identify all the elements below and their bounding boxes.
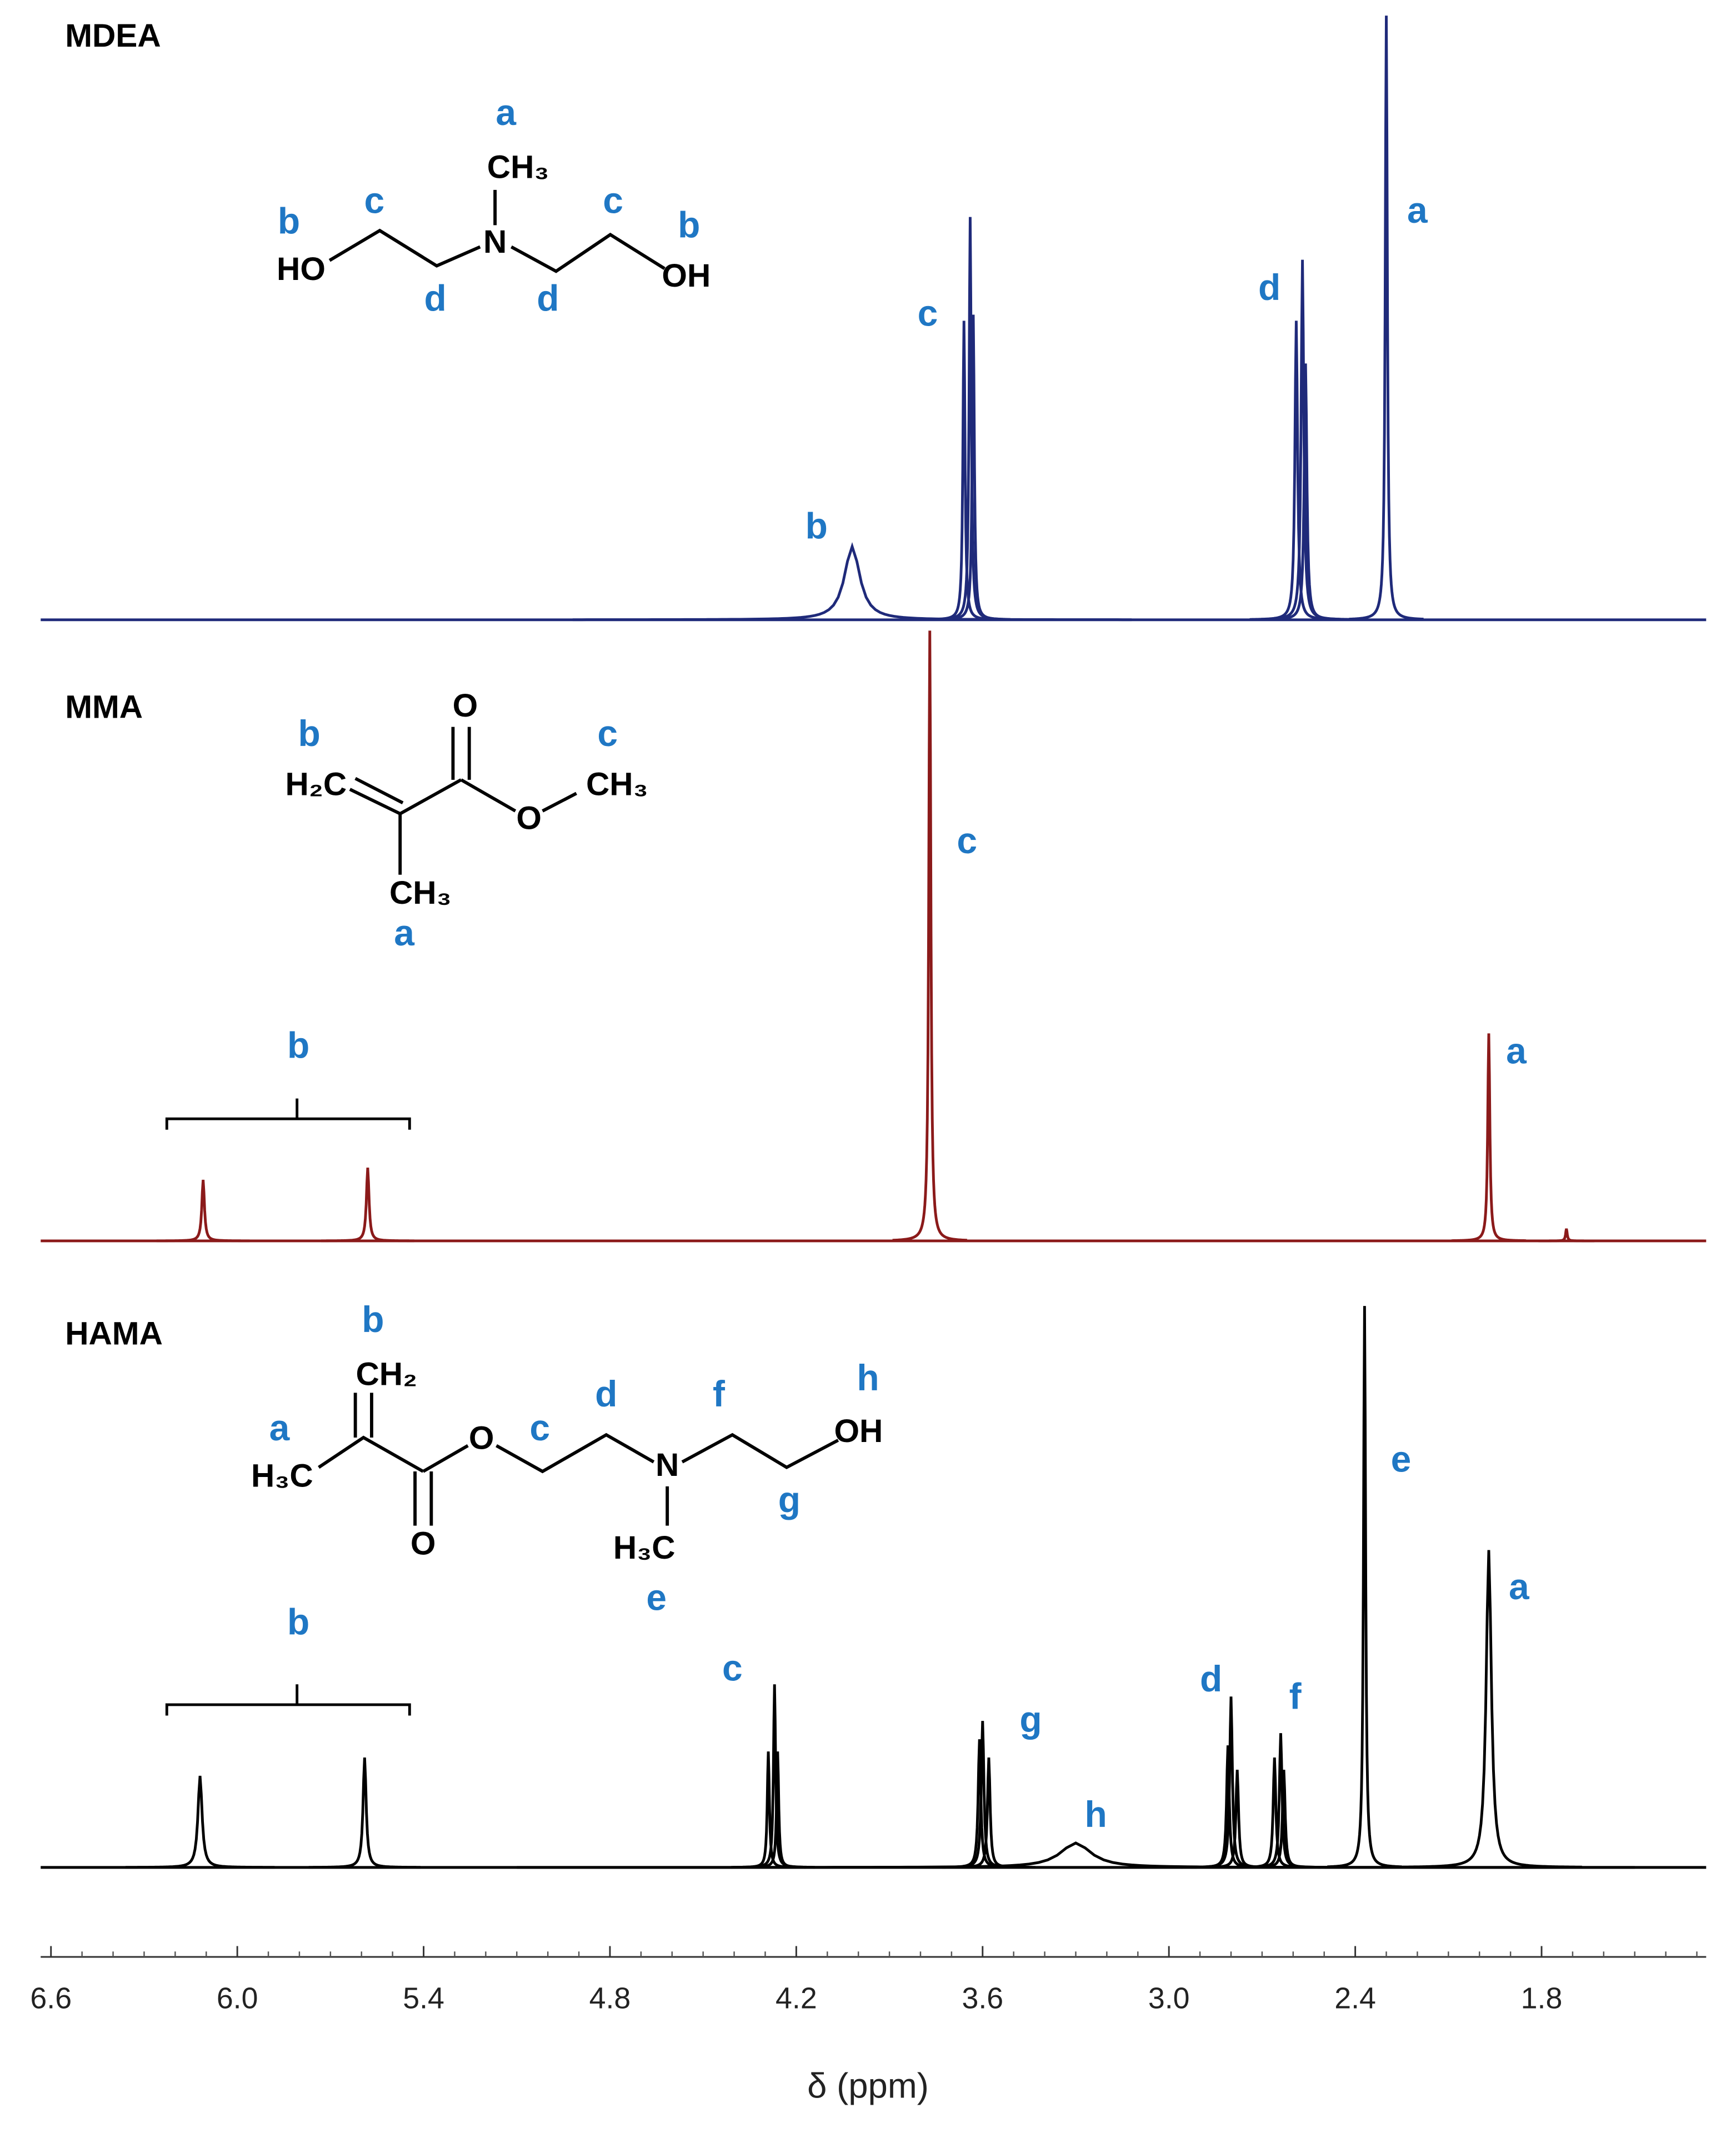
peak-label: b (806, 505, 828, 547)
peak-label: c (918, 292, 938, 333)
structure-label: b (362, 1299, 384, 1340)
peak (1259, 363, 1353, 621)
peak-label: a (1509, 1566, 1530, 1607)
peak-label: g (1019, 1699, 1042, 1740)
peak (1451, 1033, 1527, 1242)
peak (731, 1751, 806, 1869)
structure-label: d (595, 1373, 617, 1414)
structure-label: a (496, 92, 517, 133)
x-tick-label: 5.4 (403, 1981, 444, 2015)
structure-label: a (269, 1407, 291, 1448)
atom: N (656, 1447, 679, 1483)
peak (1395, 1550, 1582, 1869)
peak (1327, 1306, 1402, 1869)
x-tick-label: 6.0 (217, 1981, 258, 2015)
peak (1538, 1228, 1595, 1243)
peak (892, 630, 967, 1242)
atom: H₂C (286, 767, 347, 803)
peak (1349, 16, 1424, 621)
x-tick-label: 3.6 (962, 1981, 1003, 2015)
atom: H₃C (251, 1458, 313, 1494)
peak-label: a (1407, 189, 1428, 231)
peak-label: a (1506, 1030, 1527, 1071)
structure-label: e (646, 1576, 667, 1618)
structure-label: c (529, 1407, 550, 1448)
peak-label: f (1289, 1676, 1302, 1717)
peak (935, 314, 1011, 621)
peak (1249, 321, 1343, 621)
spectrum-title: MMA (65, 689, 143, 725)
atom: O (516, 800, 542, 837)
bracket (165, 1684, 411, 1716)
structure-label: g (778, 1479, 801, 1520)
peak-label: c (957, 820, 977, 861)
peak (156, 1179, 250, 1243)
structure-label: f (713, 1373, 726, 1414)
mdea-bonds (328, 189, 666, 273)
peak (125, 1775, 275, 1869)
structure-label: h (857, 1357, 879, 1398)
hama-bonds (318, 1393, 839, 1526)
spectrum-title: HAMA (65, 1315, 163, 1351)
x-axis-label: δ (ppm) (807, 2067, 929, 2106)
x-tick-label: 1.8 (1521, 1981, 1563, 2015)
atom: OH (662, 258, 711, 294)
peak (942, 1758, 1035, 1869)
spectrum-title: MDEA (65, 18, 161, 54)
peak-label: d (1258, 267, 1280, 308)
mma-bonds (349, 727, 577, 875)
atom: O (469, 1420, 494, 1456)
structures (165, 189, 839, 1716)
x-tick-label: 2.4 (1334, 1981, 1376, 2015)
peak (517, 1841, 1635, 1869)
structure-label: d (537, 277, 559, 318)
atom: CH₃ (586, 767, 648, 803)
x-tick-label: 3.0 (1148, 1981, 1190, 2015)
peak-label: d (1200, 1658, 1222, 1699)
structure-label: b (298, 713, 321, 754)
atom: H₃C (613, 1530, 676, 1566)
structure-label: d (424, 277, 447, 318)
structure-label: c (597, 713, 618, 754)
structure-label: c (364, 180, 385, 221)
structure-label: c (603, 180, 623, 221)
atom: CH₂ (356, 1356, 417, 1393)
peak (927, 321, 1002, 621)
peak (321, 1167, 414, 1243)
peak-label: c (722, 1647, 743, 1688)
atom: CH₃ (487, 149, 549, 186)
peak (308, 1758, 421, 1869)
atom: N (483, 224, 507, 260)
bracket (165, 1098, 411, 1130)
peak-label: b (287, 1025, 309, 1066)
x-tick-label: 4.2 (776, 1981, 817, 2015)
atom: OH (834, 1413, 883, 1449)
x-tick-label: 4.8 (589, 1981, 631, 2015)
x-tick-label: 6.6 (30, 1981, 72, 2015)
peak-label: h (1085, 1794, 1107, 1835)
peak (572, 542, 1132, 622)
structure-label: b (678, 204, 700, 246)
atom: O (411, 1526, 436, 1562)
atom: CH₃ (389, 875, 452, 911)
structure-label: b (278, 200, 300, 241)
peak-label: e (1391, 1438, 1412, 1479)
atom: HO (277, 251, 326, 287)
peak (1237, 1770, 1330, 1869)
atom: O (453, 688, 478, 724)
peak-label: b (287, 1601, 309, 1642)
structure-label: a (394, 912, 415, 953)
